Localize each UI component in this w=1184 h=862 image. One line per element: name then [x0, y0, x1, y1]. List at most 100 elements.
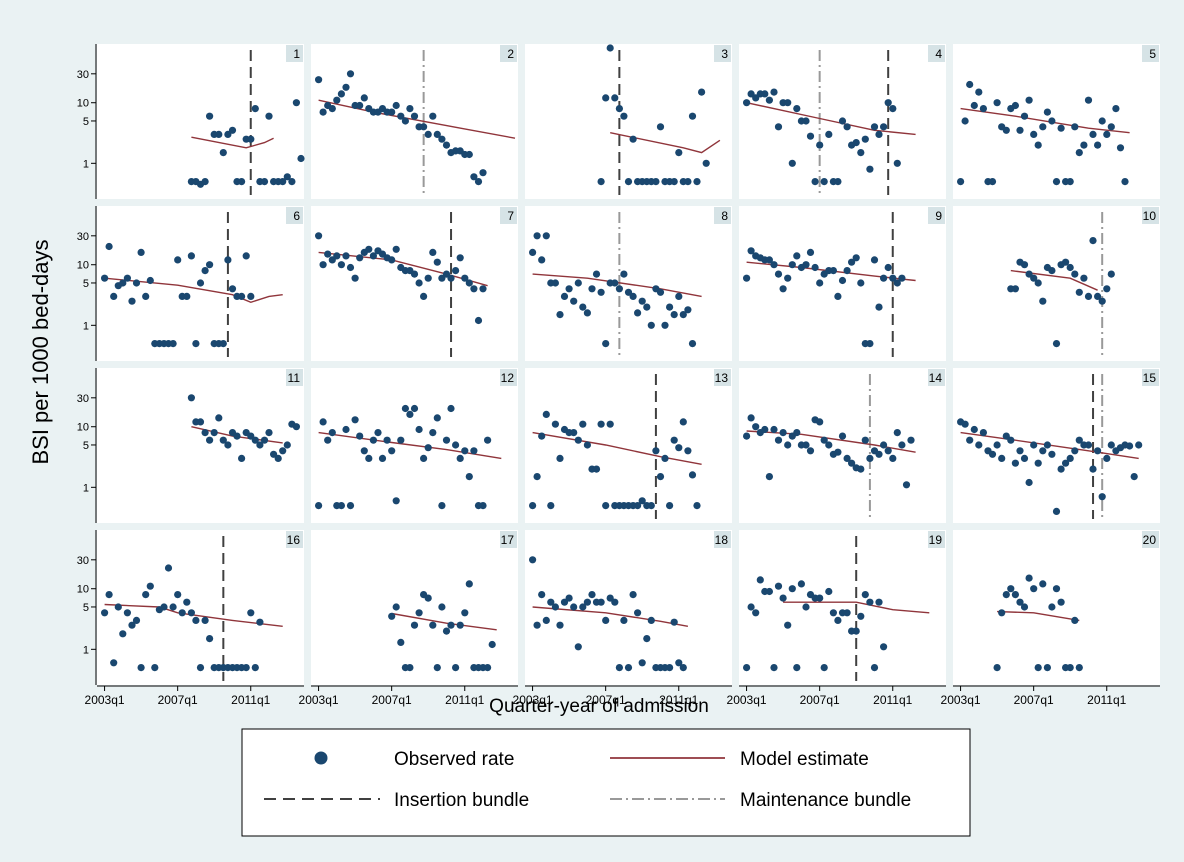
panel-label-box [928, 369, 945, 386]
observed-point [597, 288, 605, 296]
observed-point [570, 603, 578, 611]
observed-point [542, 232, 550, 240]
panel-label-box [714, 531, 731, 548]
observed-point [779, 594, 787, 602]
observed-point [670, 618, 678, 626]
observed-point [966, 436, 974, 444]
observed-point [219, 436, 227, 444]
observed-point [406, 105, 414, 113]
panel-background [97, 44, 304, 199]
observed-point [160, 603, 168, 611]
panel-6: 6 1 5 10 30 [77, 206, 304, 361]
observed-point [579, 603, 587, 611]
observed-point [484, 664, 492, 672]
legend-observed-marker [314, 751, 328, 765]
panel-label-box [286, 207, 303, 224]
observed-point [656, 288, 665, 296]
observed-point [1007, 436, 1015, 444]
observed-point [1094, 292, 1102, 300]
observed-point [570, 297, 578, 305]
panel-label-box [1142, 207, 1159, 224]
observed-point [816, 418, 824, 426]
observed-point [137, 248, 145, 256]
observed-point [638, 497, 646, 505]
observed-point [551, 279, 560, 287]
observed-point [101, 609, 109, 617]
x-tick-label: 2007q1 [158, 693, 198, 707]
observed-point [424, 444, 432, 452]
x-tick-label: 2007q1 [586, 693, 626, 707]
panel-label-box [500, 207, 517, 224]
panel-label: 4 [935, 47, 942, 61]
observed-point [556, 454, 564, 462]
observed-point [461, 609, 469, 617]
observed-point [788, 261, 796, 269]
observed-point [1066, 454, 1074, 462]
observed-point [196, 418, 205, 426]
observed-point [666, 664, 674, 672]
observed-point [201, 267, 209, 275]
observed-point [588, 285, 596, 293]
panel-background [97, 368, 304, 523]
observed-point [265, 429, 273, 437]
x-tick-label: 2003q1 [727, 693, 767, 707]
observed-point [260, 178, 269, 186]
observed-point [615, 105, 624, 113]
observed-point [602, 340, 610, 348]
observed-point [979, 105, 988, 113]
observed-point [1016, 598, 1024, 606]
y-tick-label: 10 [77, 260, 89, 272]
observed-point [187, 394, 195, 402]
observed-point [770, 88, 778, 96]
observed-point [679, 664, 687, 672]
observed-point [675, 659, 683, 667]
observed-point [611, 279, 619, 287]
observed-point [1066, 178, 1074, 186]
observed-point [1039, 447, 1047, 455]
observed-point [251, 664, 259, 672]
observed-point [889, 105, 897, 113]
observed-point [670, 178, 678, 186]
observed-point [392, 497, 400, 505]
observed-point [328, 105, 336, 113]
panel-label-box [500, 531, 517, 548]
observed-point [679, 311, 687, 319]
observed-point [1020, 603, 1029, 611]
observed-point [1030, 130, 1038, 138]
observed-point [288, 178, 296, 186]
observed-point [1048, 117, 1056, 125]
observed-point [465, 279, 473, 287]
observed-point [825, 130, 833, 138]
observed-point [388, 108, 396, 116]
panel-background [525, 368, 732, 523]
observed-point [183, 598, 191, 606]
observed-point [684, 447, 692, 455]
observed-point [128, 621, 136, 629]
observed-point [602, 502, 610, 510]
observed-point [1020, 261, 1029, 269]
observed-point [1089, 237, 1097, 245]
observed-point [215, 130, 223, 138]
observed-point [852, 254, 860, 262]
y-tick-label: 5 [83, 278, 89, 290]
observed-point [346, 263, 355, 272]
y-tick-label: 30 [77, 69, 89, 81]
observed-point [838, 432, 847, 440]
observed-point [806, 248, 815, 256]
observed-point [1116, 144, 1125, 152]
observed-point [693, 502, 701, 510]
observed-point [456, 254, 464, 262]
observed-point [889, 274, 897, 282]
observed-point [647, 321, 655, 329]
observed-point [834, 178, 842, 186]
panel-label-box [286, 531, 303, 548]
observed-point [410, 621, 419, 629]
observed-point [420, 292, 428, 300]
observed-point [392, 101, 400, 110]
observed-point [1039, 123, 1047, 131]
observed-point [843, 609, 851, 617]
observed-point [875, 130, 883, 138]
observed-point [679, 418, 687, 426]
observed-point [1075, 288, 1083, 296]
